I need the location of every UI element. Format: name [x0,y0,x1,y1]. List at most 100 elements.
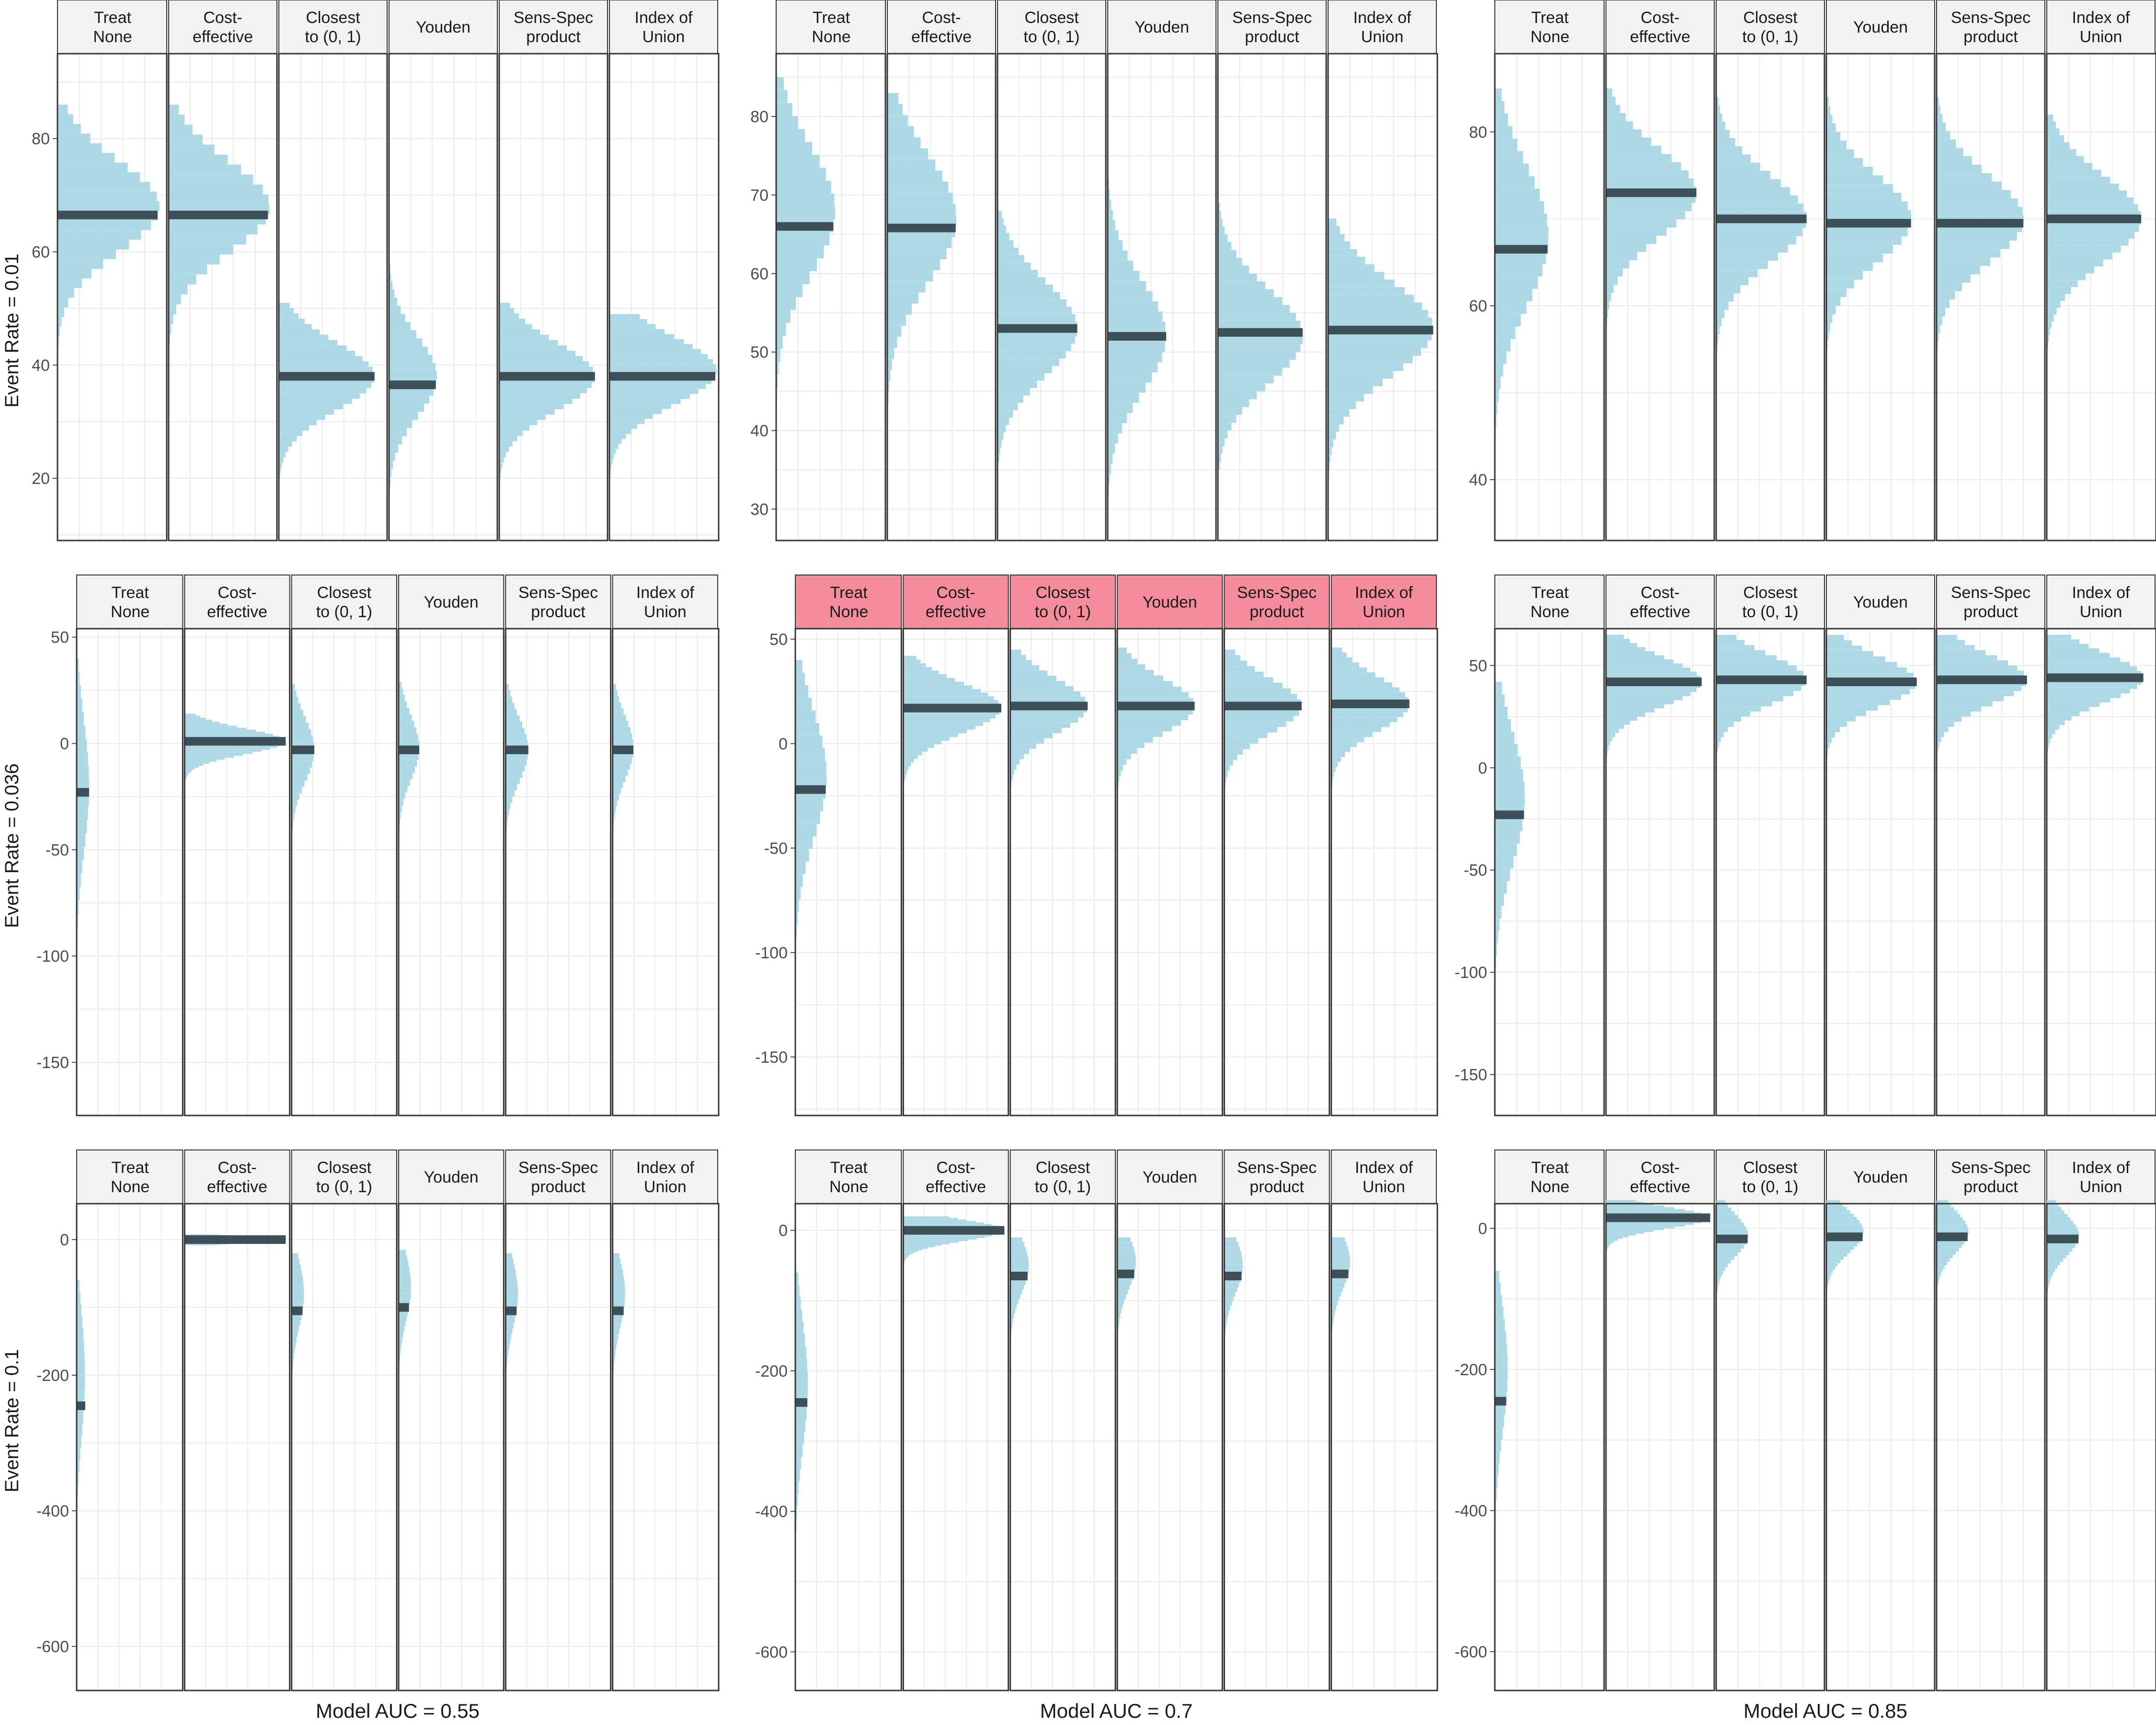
facet-border [1009,1203,1116,1691]
histogram-bar [1826,1256,1844,1260]
histogram-bar [1010,733,1053,738]
median-bar [389,380,436,390]
histogram-bar [57,288,74,298]
histogram-bar [505,1345,509,1350]
histogram-bar [2047,1227,2078,1231]
histogram-bar [77,699,82,713]
histogram-bar [612,1339,618,1345]
histogram-bar [279,409,334,415]
histogram-bar [1937,1203,1951,1207]
histogram-bar [1826,748,1828,754]
histogram-bar [795,685,808,698]
histogram-bar [903,740,942,745]
histogram-bar [1606,1202,1644,1204]
histogram-bar [1716,1219,1742,1223]
histogram-bar [1117,653,1132,659]
histogram-bar [1328,455,1330,463]
histogram-bar [1224,1260,1243,1265]
histogram-bar [499,398,573,404]
histogram-bar [1716,203,1804,212]
histogram-bar [399,1343,401,1349]
histogram-bar [389,355,433,363]
histogram-bar [776,348,780,362]
histogram-bar [903,689,981,693]
histogram-bar [1937,164,1982,173]
histogram-bar [609,329,665,334]
histogram-bar [1606,1210,1694,1213]
histogram-bar [1716,1264,1728,1267]
histogram-bar [2047,1210,2064,1214]
histogram-bar [795,1469,800,1482]
facet-2-1-3: Youden [1116,1150,1223,1691]
facet-strip-label: to (0, 1) [316,1178,372,1196]
histogram-bar [77,1280,80,1292]
histogram-bar [612,788,621,794]
histogram-bar [998,284,1053,292]
histogram-bar [1716,650,1766,656]
histogram-bar [1937,265,1980,275]
histogram-bar [1826,123,1836,132]
histogram-bar [389,420,413,428]
histogram-bar [1606,88,1613,97]
histogram-bar [887,336,897,348]
histogram-bar [612,776,626,782]
histogram-bar [505,1285,518,1291]
histogram-bar [1826,737,1832,743]
histogram-bar [279,457,284,463]
histogram-bar [1716,1222,1744,1227]
facet-strip [1826,0,1935,54]
histogram-bar [2047,662,2130,667]
histogram-bar [169,224,258,235]
histogram-bar [2047,245,2121,253]
histogram-bar [1606,104,1620,113]
histogram-bar [1331,747,1351,752]
histogram-bar [57,124,81,134]
histogram-bar [1108,433,1118,444]
histogram-bar [2047,1200,2056,1204]
histogram-bar [1937,190,2011,199]
histogram-bar [1826,1210,1850,1214]
facet-border [1936,53,2046,541]
histogram-bar [887,204,956,215]
histogram-bar [1328,218,1337,227]
facet-strip [1117,575,1223,629]
facet-strip-label: Treat [830,1159,868,1177]
histogram-bar [1495,1451,1500,1463]
histogram-bar [77,712,84,726]
histogram-bar [1328,226,1340,234]
histogram-bar [1606,655,1664,660]
histogram-bar [1218,462,1220,470]
facet-strip-label: Closest [1743,9,1798,27]
histogram-bar [887,314,906,326]
histogram-bar [169,254,220,264]
histogram-bar [1331,672,1376,678]
histogram-bar [776,374,778,388]
histogram-bar [1937,670,2024,676]
histogram-bar [57,104,68,115]
histogram-bar [903,744,934,748]
histogram-bar [612,1296,625,1302]
facet-strip-label: None [111,1178,149,1196]
histogram-bar [1606,154,1672,162]
facet-border [1330,1203,1438,1691]
histogram-bar [499,313,519,319]
histogram-bar [1117,647,1127,653]
facet-strip-label: Sens-Spec [1951,1159,2030,1177]
histogram-bar [291,697,298,703]
histogram-bar [1010,748,1030,754]
facet-border [1936,1203,2046,1691]
histogram-bar [1716,645,1755,650]
histogram-bar [1224,1314,1228,1320]
histogram-bar [1108,463,1111,474]
histogram-bar [795,760,826,774]
histogram-bar [77,806,88,820]
histogram-bar [1495,1307,1504,1319]
histogram-bar [1716,732,1724,737]
histogram-bar [389,452,395,461]
histogram-bar [77,887,80,901]
histogram-bar [887,348,895,359]
